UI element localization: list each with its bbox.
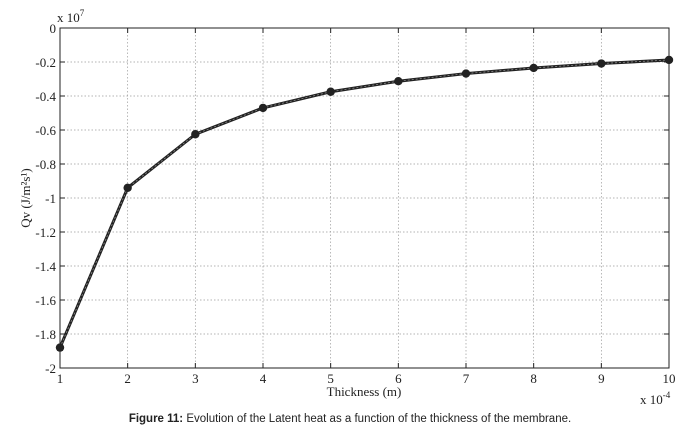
y-tick-label: -1.8 [35, 327, 56, 342]
x-tick-label: 6 [395, 371, 402, 386]
y-axis-ticks: 0 -0.2 -0.4 -0.6 -0.8 -1 -1.2 -1.4 -1.6 -1.8 -2 [35, 21, 669, 376]
data-point [461, 69, 471, 78]
grid-lines [60, 28, 669, 368]
x-tick-label: 2 [124, 371, 131, 386]
series-group [55, 55, 674, 352]
x-axis-label: Thickness (m) [327, 384, 402, 399]
data-point [529, 63, 538, 73]
data-point [191, 130, 200, 139]
y-tick-label: -0.8 [35, 157, 56, 172]
data-point [664, 55, 674, 65]
y-tick-label: -0.4 [35, 89, 56, 104]
caption-label: Figure 11: [128, 413, 184, 425]
y-tick-label: 0 [50, 21, 57, 36]
x-axis-ticks: 1 2 3 4 5 6 7 8 9 10 [57, 28, 676, 386]
y-axis-label: Qv (J/m²s¹) [18, 168, 33, 227]
data-point [597, 59, 606, 68]
y-tick-label: -0.6 [35, 123, 56, 138]
data-point [123, 183, 132, 192]
y-tick-label: -0.2 [35, 55, 56, 70]
latent-heat-chart: 0 -0.2 -0.4 -0.6 -0.8 -1 -1.2 -1.4 -1.6 -1.8 -2 1 2… [18, 8, 676, 407]
x-tick-label: 3 [192, 371, 199, 386]
series-line-highlight [59, 59, 670, 348]
x-tick-label: 4 [260, 371, 267, 386]
x-tick-label: 9 [598, 371, 605, 386]
data-point [258, 103, 268, 113]
y-tick-label: -1.2 [35, 225, 56, 240]
x-tick-label: 10 [663, 371, 676, 386]
y-tick-label: -1.6 [35, 293, 56, 308]
y-tick-label: -1 [45, 191, 56, 206]
x-tick-label: 7 [463, 371, 470, 386]
data-point [55, 343, 65, 352]
x-tick-label: 8 [530, 371, 537, 386]
data-point [394, 77, 403, 86]
y-tick-label: -2 [45, 361, 56, 376]
y-tick-label: -1.4 [35, 259, 56, 274]
x-tick-label: 5 [327, 371, 334, 386]
x-multiplier: x 10-4 [640, 390, 671, 407]
caption-text: Evolution of the Latent heat as a functi… [183, 413, 572, 425]
data-point [326, 87, 335, 96]
figure-caption: Figure 11: Evolution of the Latent heat … [0, 413, 700, 425]
y-multiplier: x 107 [57, 8, 85, 25]
x-tick-label: 1 [57, 371, 64, 386]
